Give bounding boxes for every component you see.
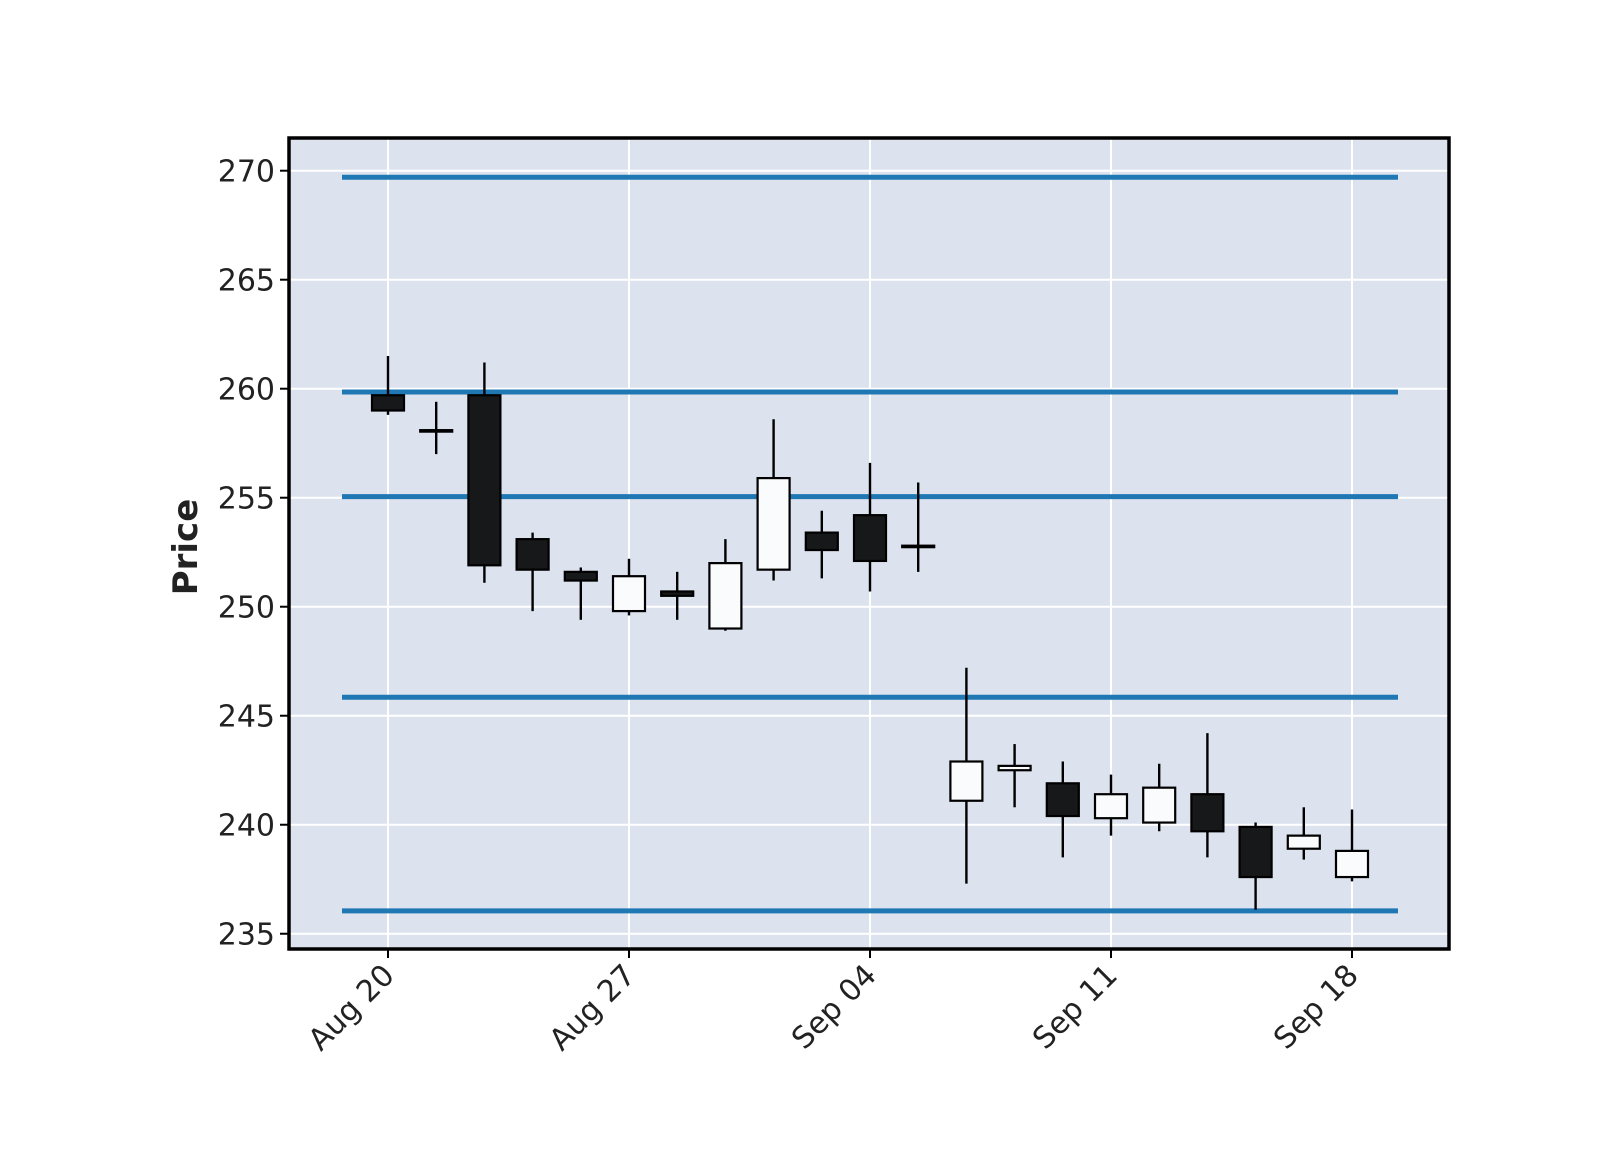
candle (1045, 761, 1080, 858)
candle-body (1093, 793, 1129, 820)
x-tick-label: Aug 20 (302, 958, 402, 1058)
y-tick-label: 265 (218, 264, 275, 299)
x-tick-label: Sep 11 (1026, 958, 1124, 1056)
candle (756, 419, 791, 581)
candle (1238, 822, 1273, 910)
candles (370, 356, 1370, 910)
y-axis: 235 240 245 250 255 260 265 270 (218, 155, 289, 953)
candle (804, 510, 839, 579)
candle (1093, 774, 1129, 836)
candle-body (1334, 849, 1370, 879)
candle (467, 362, 502, 583)
candle (1142, 763, 1177, 832)
candle-body (611, 575, 647, 613)
horizontal-lines (342, 174, 1398, 914)
candle-body (756, 476, 791, 571)
candle (949, 667, 984, 884)
candle-body (708, 562, 743, 630)
candle-body (419, 429, 454, 433)
x-tick-label: Sep 18 (1267, 958, 1365, 1056)
x-axis: Aug 20 Aug 27 Sep 04 Sep 11 Sep 18 (302, 949, 1366, 1058)
candle (611, 558, 647, 616)
candle (1190, 733, 1225, 858)
y-tick-label: 240 (218, 809, 275, 844)
candle-body (467, 394, 502, 567)
candle-body (1142, 786, 1177, 824)
candle-body (852, 514, 888, 563)
y-axis-title: Price (166, 499, 206, 596)
candle (515, 532, 550, 612)
candle (997, 744, 1032, 808)
candle-body (997, 764, 1032, 772)
candle (419, 401, 454, 455)
candle-body (563, 570, 598, 582)
x-tick-label: Sep 04 (785, 958, 883, 1056)
y-tick-label: 255 (218, 482, 275, 517)
candle-body (660, 590, 695, 597)
candle-body (1045, 782, 1080, 818)
candle (1334, 809, 1370, 882)
candle (660, 571, 695, 620)
x-tick-label: Aug 27 (543, 958, 643, 1058)
candle-body (901, 544, 936, 549)
y-tick-label: 270 (218, 155, 275, 190)
candle-body (515, 538, 550, 571)
candle-body (949, 760, 984, 802)
candle-body (1286, 834, 1321, 850)
y-tick-label: 250 (218, 591, 275, 626)
candle (1286, 807, 1321, 860)
y-tick-label: 235 (218, 918, 275, 953)
candle (852, 462, 888, 592)
candle-body (804, 531, 839, 552)
candle (370, 356, 406, 415)
candle (901, 482, 936, 572)
y-tick-label: 245 (218, 700, 275, 735)
candle (708, 539, 743, 631)
candle (563, 567, 598, 620)
y-tick-label: 260 (218, 373, 275, 408)
candle-body (1190, 793, 1225, 833)
candle-body (1238, 825, 1273, 879)
candle-body (370, 394, 406, 412)
